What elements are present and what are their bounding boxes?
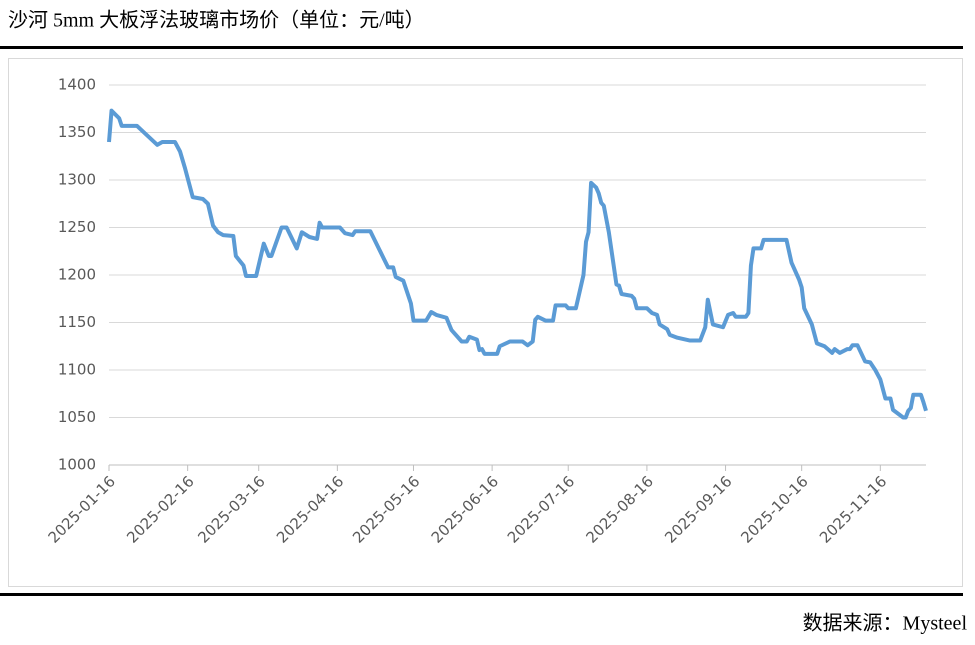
source: 数据来源：Mysteel	[803, 612, 968, 635]
price-line	[107, 108, 928, 420]
x-tick-label: 2025-02-16	[123, 472, 197, 546]
x-tick-label: 2025-10-16	[737, 472, 811, 546]
y-tick-label: 1400	[58, 76, 96, 94]
y-tick-label: 1250	[58, 218, 96, 236]
y-tick-label: 1050	[58, 408, 96, 426]
x-tick-label: 2025-11-16	[816, 472, 890, 546]
x-tick-label: 2025-04-16	[273, 472, 347, 546]
chart-title: 沙河 5mm 大板浮法玻璃市场价（单位：元/吨）	[8, 9, 425, 32]
x-tick-label: 2025-08-16	[583, 472, 657, 546]
x-tick-label: 2025-09-16	[661, 472, 735, 546]
title-rule	[0, 46, 963, 49]
x-tick-label: 2025-07-16	[504, 472, 578, 546]
y-tick-label: 1150	[58, 313, 96, 331]
y-tick-label: 1350	[58, 123, 96, 141]
plot-frame	[8, 58, 963, 587]
y-tick-label: 1300	[58, 171, 96, 189]
footer-rule	[0, 593, 963, 596]
y-tick-label: 1200	[58, 266, 96, 284]
x-tick-label: 2025-05-16	[349, 472, 423, 546]
y-tick-label: 1100	[58, 361, 96, 379]
x-tick-label: 2025-06-16	[428, 472, 502, 546]
y-tick-label: 1000	[58, 456, 96, 474]
x-tick-label: 2025-01-16	[45, 472, 119, 546]
x-tick-label: 2025-03-16	[194, 472, 268, 546]
